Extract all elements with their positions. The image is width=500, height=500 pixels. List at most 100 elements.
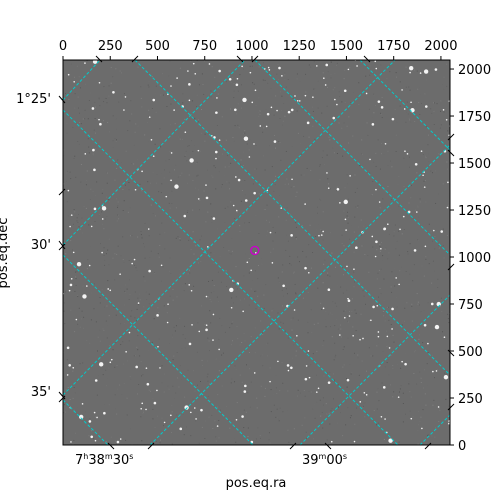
star (410, 101, 412, 104)
star (434, 68, 438, 71)
star (308, 376, 311, 379)
star (134, 188, 137, 191)
star (380, 247, 382, 250)
star (70, 441, 72, 443)
star (205, 184, 207, 186)
star (327, 187, 330, 190)
star (197, 198, 200, 200)
star (94, 379, 98, 382)
star (371, 123, 375, 126)
star (93, 207, 97, 211)
star (290, 366, 293, 370)
star (216, 425, 219, 427)
star (135, 365, 138, 369)
star (208, 63, 211, 65)
star (304, 377, 308, 381)
star (348, 315, 351, 317)
star (101, 218, 104, 220)
dec-grid-line (134, 60, 450, 376)
star (346, 265, 348, 268)
star (218, 69, 221, 73)
star (70, 214, 73, 216)
star (72, 366, 75, 369)
star (140, 407, 142, 410)
star (246, 261, 249, 264)
star (235, 418, 238, 421)
star (184, 405, 189, 410)
star (216, 97, 218, 99)
star (317, 387, 320, 390)
star (375, 67, 378, 70)
star (66, 374, 69, 376)
target-marker (250, 245, 260, 256)
dec-grid-line (63, 109, 399, 445)
star (353, 268, 355, 270)
celestial-tick-mark (58, 243, 66, 251)
star (269, 231, 272, 234)
celestial-tick-mark (447, 349, 455, 357)
star (84, 62, 86, 64)
star (316, 65, 318, 67)
star (427, 342, 429, 345)
x-tick-label: 500 (145, 39, 170, 54)
star (382, 386, 386, 389)
star (437, 406, 440, 408)
star (253, 372, 256, 374)
star (207, 246, 209, 248)
star (67, 73, 70, 76)
star (372, 305, 375, 309)
star (280, 207, 283, 209)
star (326, 172, 328, 174)
star (407, 210, 411, 214)
celestial-tick-mark (147, 442, 155, 450)
star (170, 85, 172, 87)
star (413, 249, 417, 252)
star (253, 143, 255, 145)
y-tick-label: 1750 (458, 110, 491, 125)
star (346, 378, 350, 382)
star (445, 118, 448, 121)
star (384, 142, 387, 145)
celestial-tick-mark (131, 55, 139, 63)
star (365, 92, 368, 95)
star (69, 283, 73, 287)
star (78, 414, 84, 420)
star (442, 109, 445, 111)
star (305, 365, 308, 367)
celestial-tick-mark (251, 55, 259, 63)
celestial-tick-mark (363, 55, 371, 63)
star (296, 99, 299, 102)
star (339, 202, 341, 204)
x-tick-label: 2000 (424, 39, 457, 54)
star (159, 367, 161, 369)
y-tick-label: 0 (458, 439, 466, 454)
star (166, 321, 169, 324)
star (370, 319, 372, 322)
star (189, 158, 194, 163)
star (296, 334, 298, 337)
x-tick-label: 1250 (283, 39, 316, 54)
star (218, 139, 221, 141)
star (160, 264, 163, 267)
star (190, 289, 193, 292)
star (263, 68, 266, 70)
star (443, 336, 446, 339)
star (69, 225, 71, 228)
x-axis-label: pos.eq.ra (226, 476, 287, 491)
star (205, 295, 208, 298)
ra-grid-line (149, 144, 450, 445)
star (241, 415, 244, 418)
star (191, 324, 193, 326)
star (327, 381, 331, 384)
star (375, 240, 378, 244)
star (109, 289, 112, 292)
ra-grid-line (419, 414, 450, 445)
star (194, 73, 197, 75)
star (384, 418, 386, 420)
y-tick-label: 1250 (458, 204, 491, 219)
star (81, 403, 84, 405)
star (124, 96, 127, 98)
star (94, 439, 97, 442)
star (86, 285, 88, 287)
star (273, 140, 277, 143)
